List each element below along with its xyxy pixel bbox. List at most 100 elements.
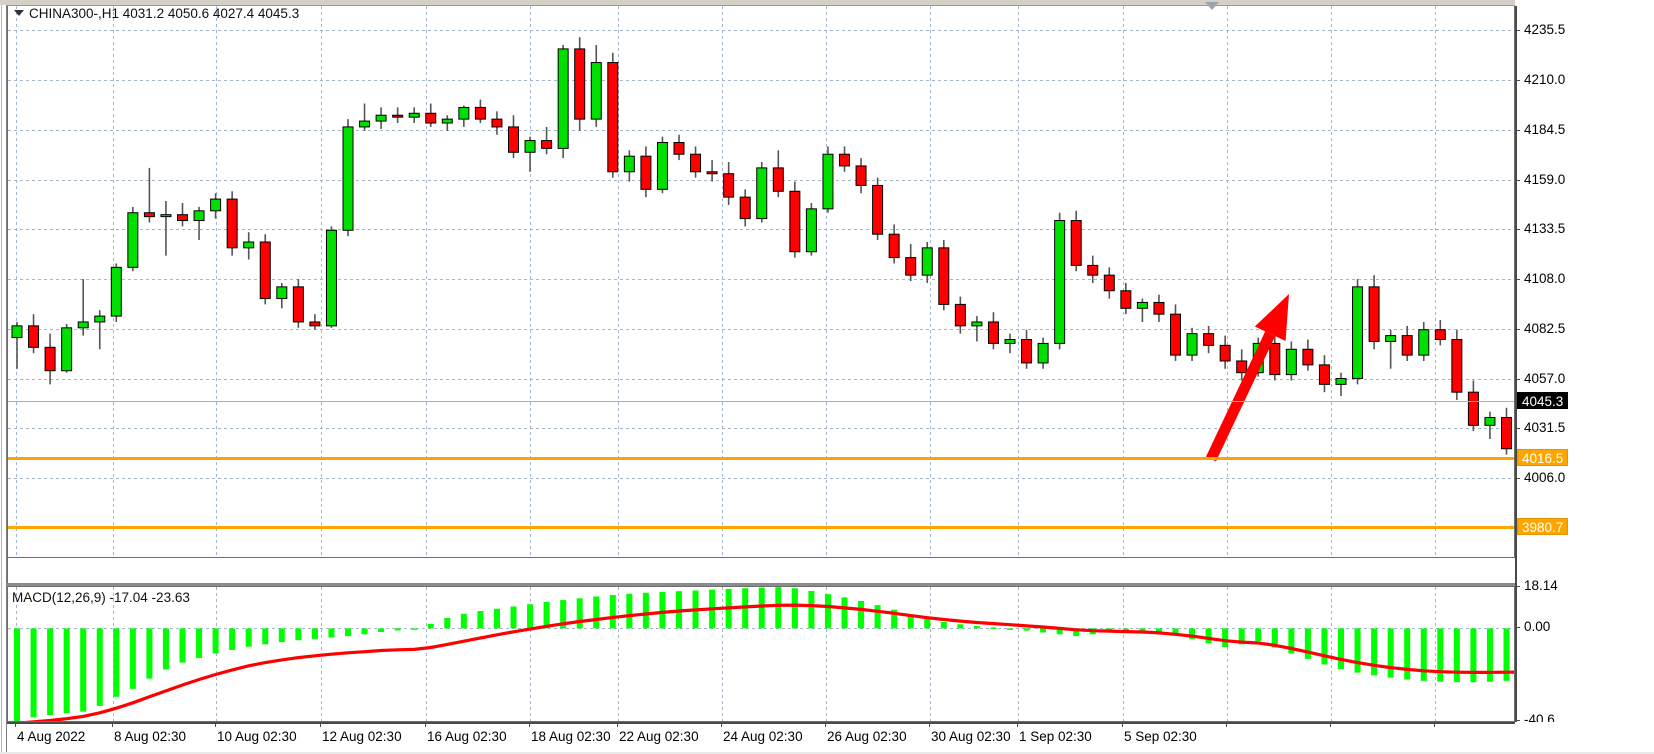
- macd-time-gridline: [426, 587, 427, 721]
- time-tick-mark: [1434, 722, 1435, 727]
- macd-histogram-bar: [1122, 628, 1129, 632]
- candlestick: [441, 115, 453, 131]
- candlestick: [28, 314, 40, 354]
- collapse-triangle-icon[interactable]: [14, 10, 24, 17]
- candlestick: [590, 45, 602, 127]
- candlestick: [839, 146, 850, 172]
- candlestick: [210, 193, 222, 219]
- macd-histogram-bar: [1486, 628, 1493, 682]
- macd-histogram-bar: [30, 628, 37, 718]
- macd-histogram-bar: [1288, 628, 1295, 654]
- price-chart-pane[interactable]: [7, 6, 1515, 558]
- macd-histogram-bar: [775, 587, 782, 629]
- macd-series: [14, 587, 1514, 721]
- candlestick: [1269, 335, 1281, 381]
- time-tick-mark: [15, 722, 16, 727]
- support-line[interactable]: [8, 457, 1514, 460]
- candlestick: [1070, 210, 1082, 272]
- macd-histogram-bar: [1387, 628, 1394, 678]
- candlestick: [458, 105, 470, 127]
- support-line[interactable]: [8, 526, 1514, 529]
- macd-histogram-bar: [278, 628, 285, 643]
- arrow-shaft: [1206, 331, 1276, 462]
- macd-histogram-bar: [80, 628, 87, 712]
- time-tick-label: 5 Sep 02:30: [1124, 729, 1197, 744]
- price-tick-mark: [1515, 229, 1520, 231]
- macd-histogram-bar: [1155, 628, 1162, 633]
- macd-histogram-bar: [1371, 628, 1378, 676]
- macd-histogram-bar: [1437, 628, 1444, 682]
- candlestick: [557, 45, 569, 159]
- macd-histogram-bar: [493, 608, 500, 629]
- price-axis-tick: 4210.0: [1515, 73, 1654, 87]
- macd-time-gridline: [1018, 587, 1019, 721]
- pane-splitter[interactable]: [7, 583, 1515, 586]
- candlestick: [259, 234, 271, 305]
- candlestick: [1021, 329, 1033, 369]
- price-gridline: [8, 80, 1514, 81]
- candlestick: [1236, 349, 1248, 381]
- candlestick: [723, 162, 735, 205]
- candlestick: [1120, 282, 1132, 315]
- price-axis-tick: 4082.5: [1515, 321, 1654, 336]
- macd-tick-mark: [1515, 627, 1520, 629]
- candlestick: [1385, 329, 1397, 369]
- price-axis-tick: 4235.5: [1515, 23, 1654, 37]
- time-gridline: [930, 6, 931, 557]
- candlestick: [1285, 341, 1297, 381]
- macd-histogram-bar: [1222, 628, 1229, 648]
- time-gridline: [1018, 6, 1019, 557]
- macd-tick-mark: [1515, 586, 1520, 587]
- macd-histogram-bar: [990, 627, 997, 629]
- time-gridline: [618, 6, 619, 557]
- macd-time-gridline: [1435, 587, 1436, 721]
- macd-histogram-bar: [1139, 628, 1146, 632]
- time-axis-line: [7, 722, 1515, 724]
- candlestick: [1335, 372, 1347, 397]
- macd-histogram-bar: [1205, 628, 1212, 644]
- candlestick: [44, 333, 56, 385]
- macd-histogram-bar: [593, 596, 600, 629]
- macd-indicator-pane[interactable]: [7, 586, 1515, 722]
- support-price-badge[interactable]: 4016.5: [1517, 448, 1569, 466]
- candlestick: [1352, 279, 1364, 385]
- price-tick-mark: [1515, 179, 1520, 181]
- macd-histogram-bar: [1503, 628, 1510, 681]
- macd-histogram-bar: [47, 628, 54, 716]
- candlestick: [94, 310, 106, 350]
- price-scale[interactable]: 4235.5 4210.0 4184.5 4159.0 4133.5 4108.0 4082…: [1515, 0, 1654, 727]
- candlestick: [143, 167, 155, 223]
- macd-histogram-bar: [212, 628, 219, 654]
- price-tick-mark: [1515, 428, 1520, 430]
- macd-histogram-bar: [1172, 628, 1179, 636]
- macd-histogram-bar: [146, 628, 153, 679]
- time-gridline: [216, 6, 217, 557]
- macd-histogram-bar: [527, 604, 534, 629]
- symbol-ohlc-text: CHINA300-,H1 4031.2 4050.6 4027.4 4045.3: [29, 6, 300, 21]
- candlestick: [938, 240, 950, 311]
- candlestick: [243, 232, 255, 260]
- macd-histogram-bar: [1023, 628, 1030, 631]
- candlestick: [1302, 339, 1314, 371]
- macd-histogram-bar: [1056, 628, 1063, 635]
- candlestick: [1467, 380, 1479, 432]
- time-gridline: [426, 6, 427, 557]
- time-tick-label: 12 Aug 02:30: [322, 729, 402, 744]
- candlestick: [1037, 337, 1049, 369]
- window-bottom-bar: [0, 752, 1654, 754]
- macd-time-gridline: [530, 587, 531, 721]
- chart-top-marker-icon[interactable]: [1205, 2, 1219, 10]
- macd-time-gridline: [722, 587, 723, 721]
- support-price-badge[interactable]: 3980.7: [1517, 518, 1569, 536]
- price-gridline: [8, 478, 1514, 479]
- candlestick: [524, 136, 536, 172]
- candlestick: [1170, 304, 1181, 361]
- time-tick-label: 30 Aug 02:30: [931, 729, 1011, 744]
- time-gridline: [321, 6, 322, 557]
- candlestick: [359, 103, 371, 131]
- price-tick-label: 4057.0: [1524, 370, 1566, 386]
- price-axis-tick: 4057.0: [1515, 370, 1654, 386]
- price-axis-tick: 4159.0: [1515, 172, 1654, 187]
- price-gridline: [8, 379, 1514, 380]
